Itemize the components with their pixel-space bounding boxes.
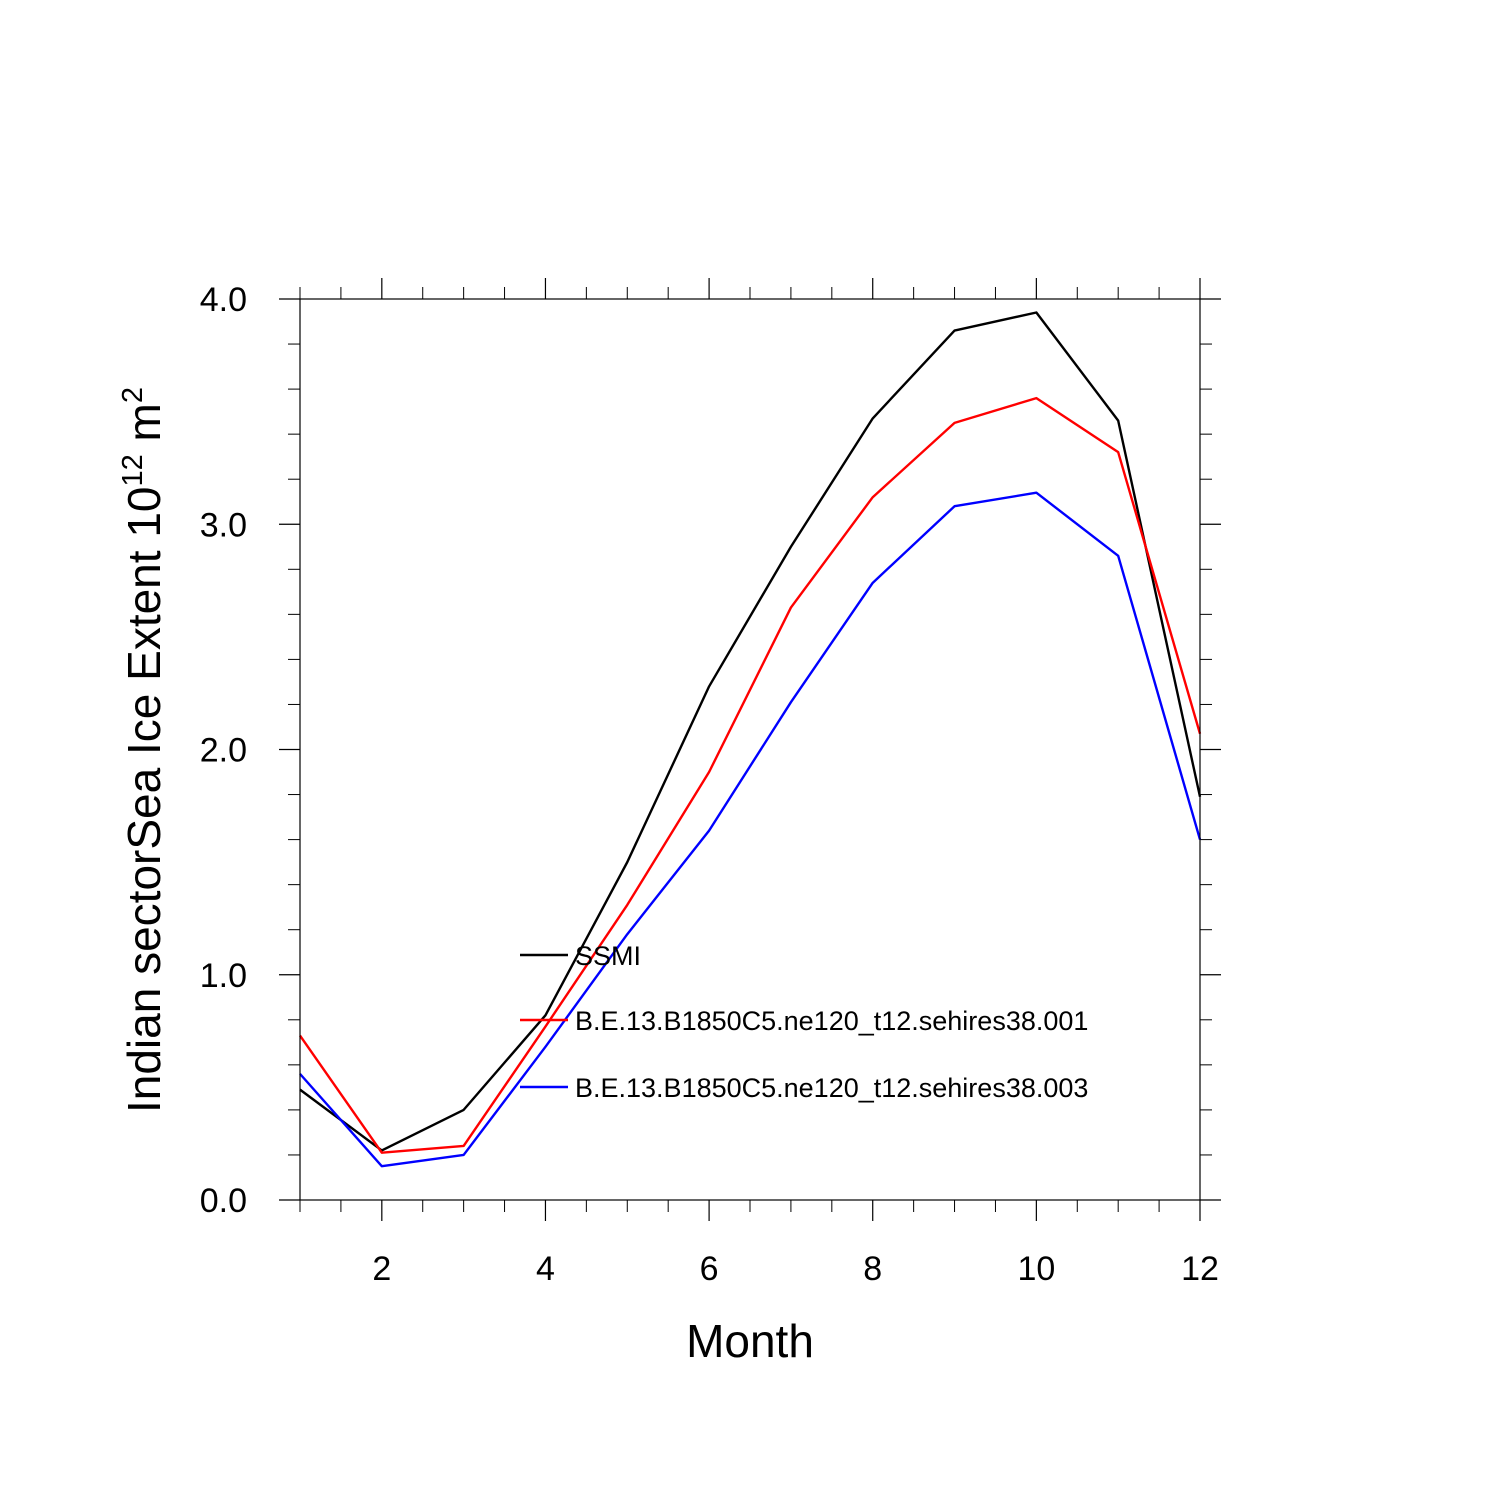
series-lines	[299, 311, 1202, 1168]
x-axis-title: Month	[686, 1315, 814, 1367]
series-line	[299, 491, 1202, 1168]
y-tick-label: 1.0	[200, 957, 247, 995]
y-tick-label: 0.0	[200, 1182, 247, 1220]
minor-ticks	[288, 287, 1212, 1212]
legend-label: B.E.13.B1850C5.ne120_t12.sehires38.001	[575, 1006, 1088, 1036]
y-axis-title-main: Indian sectorSea Ice Extent 10	[118, 487, 170, 1114]
plot-frame	[299, 298, 1201, 1201]
legend: SSMI B.E.13.B1850C5.ne120_t12.sehires38.0…	[520, 941, 1088, 1103]
y-tick-label: 2.0	[200, 732, 247, 770]
major-ticks	[279, 278, 1221, 1221]
y-axis-title-exponent: 12	[117, 454, 149, 486]
y-axis-title-unit: m	[118, 403, 170, 454]
legend-label: B.E.13.B1850C5.ne120_t12.sehires38.003	[575, 1073, 1088, 1103]
y-tick-labels: 0.0 1.0 2.0 3.0 4.0	[200, 281, 247, 1220]
x-tick-label: 2	[372, 1250, 391, 1288]
series-line	[299, 311, 1202, 1152]
x-tick-label: 8	[863, 1250, 882, 1288]
y-axis-title-unit-exponent: 2	[117, 387, 149, 403]
y-tick-label: 4.0	[200, 281, 247, 319]
x-tick-label: 4	[536, 1250, 555, 1288]
y-tick-label: 3.0	[200, 506, 247, 544]
series-line	[299, 396, 1202, 1154]
x-tick-label: 10	[1017, 1250, 1055, 1288]
x-tick-label: 12	[1181, 1250, 1219, 1288]
legend-label: SSMI	[575, 941, 641, 971]
x-tick-labels: 2 4 6 8 10 12	[372, 1250, 1219, 1288]
y-axis-title: Indian sectorSea Ice Extent 1012 m2	[117, 387, 170, 1113]
x-tick-label: 6	[700, 1250, 719, 1288]
